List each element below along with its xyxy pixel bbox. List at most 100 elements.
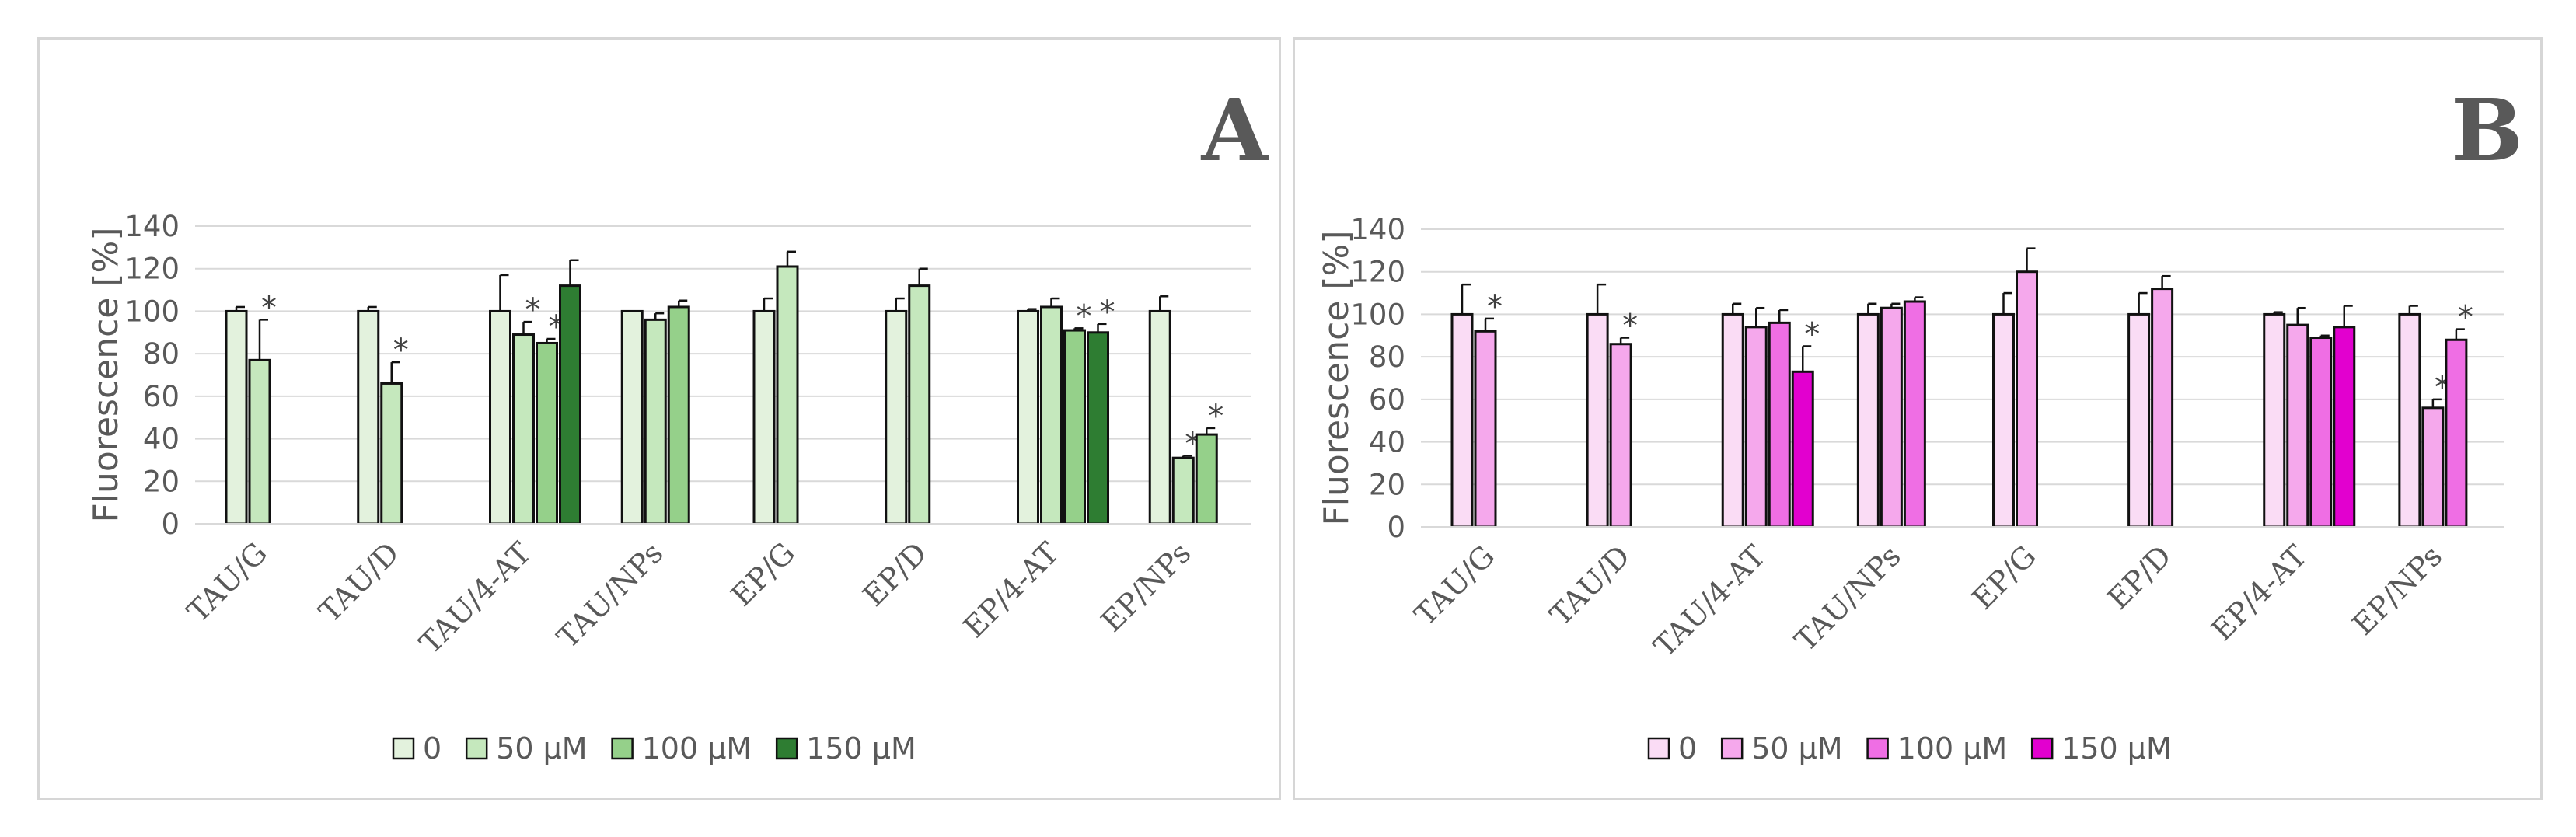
- legend-swatch: [1720, 737, 1744, 760]
- significance-star: *: [1804, 316, 1820, 352]
- bar: [1880, 306, 1903, 528]
- bar: [1450, 312, 1474, 528]
- y-tick-label: 0: [161, 507, 180, 541]
- x-tick-label: EP/G: [1966, 539, 2043, 616]
- x-tick-label: TAU/NPs: [1788, 539, 1907, 657]
- bar: [1474, 330, 1497, 528]
- legend-swatch: [1647, 737, 1670, 760]
- x-tick-label: EP/4-AT: [2204, 539, 2313, 647]
- bar: [644, 318, 667, 525]
- y-tick-label: 20: [1369, 468, 1405, 501]
- y-tick-label: 40: [143, 423, 180, 456]
- x-tick-label: EP/G: [724, 535, 801, 612]
- y-axis-label: Fluorescence [%]: [1317, 231, 1356, 526]
- bar: [667, 305, 690, 525]
- significance-star: *: [1622, 309, 1638, 344]
- bar: [512, 333, 535, 525]
- legend-swatch: [392, 737, 415, 760]
- y-tick-label: 140: [124, 210, 180, 243]
- bar: [1017, 309, 1039, 525]
- bar: [1721, 312, 1744, 528]
- bar: [2286, 323, 2309, 528]
- x-tick-label: EP/NPs: [2346, 539, 2449, 642]
- y-tick-label: 100: [124, 295, 180, 328]
- bar: [2016, 270, 2038, 528]
- y-tick-label: 80: [1369, 340, 1405, 374]
- bar: [1856, 312, 1880, 528]
- bar: [776, 265, 799, 525]
- bar: [2127, 312, 2151, 528]
- bar: [1586, 312, 1609, 528]
- bar: [1087, 331, 1109, 525]
- bar: [1195, 433, 1218, 525]
- legend-swatch: [611, 737, 634, 760]
- bar: [620, 309, 644, 525]
- bar: [2333, 326, 2356, 528]
- bar: [559, 284, 581, 525]
- bar: [1744, 326, 1768, 528]
- legend-label: 150 µM: [806, 731, 916, 766]
- bar: [2445, 338, 2468, 528]
- x-tick-label: EP/D: [2101, 539, 2178, 616]
- chart-panel-b: B 0 20 40 60 80 100 120 140 Fluorescence [%] * * * * *…: [1293, 37, 2543, 800]
- y-tick-label: 60: [143, 380, 180, 413]
- x-tick-label: TAU/4-AT: [1647, 539, 1772, 664]
- bar: [1992, 312, 2015, 528]
- significance-star: *: [261, 290, 277, 326]
- bar: [225, 309, 248, 525]
- x-tick-label: TAU/D: [1543, 539, 1636, 632]
- x-tick-label: EP/4-AT: [957, 535, 1066, 644]
- x-tick-label: TAU/D: [312, 535, 406, 629]
- bar: [1791, 370, 1814, 528]
- significance-star: *: [2458, 300, 2473, 336]
- x-tick-label: EP/D: [857, 535, 934, 612]
- bar: [248, 358, 271, 525]
- bar: [908, 284, 931, 525]
- legend-label: 150 µM: [2061, 731, 2172, 766]
- bar: [752, 309, 776, 525]
- significance-star: *: [393, 333, 409, 368]
- panel-label: B: [2451, 80, 2523, 180]
- x-tick-label: TAU/G: [180, 535, 274, 629]
- significance-star: *: [1100, 295, 1115, 330]
- legend-swatch: [465, 737, 488, 760]
- bar: [1040, 305, 1063, 525]
- y-tick-label: 100: [1350, 298, 1405, 331]
- y-tick-label: 80: [143, 337, 180, 371]
- x-tick-label: EP/NPs: [1094, 535, 1198, 639]
- legend-label: 50 µM: [496, 731, 587, 766]
- bar: [2398, 312, 2421, 528]
- bar: [2263, 312, 2286, 528]
- legend-label: 50 µM: [1751, 731, 1842, 766]
- bar: [1609, 343, 1632, 528]
- panel-label: A: [1201, 80, 1269, 180]
- bar: [1903, 300, 1926, 528]
- y-tick-label: 0: [1387, 511, 1405, 544]
- x-tick-label: TAU/NPs: [550, 535, 669, 654]
- bar: [536, 341, 558, 525]
- significance-star: *: [525, 292, 541, 328]
- y-tick-label: 120: [1350, 256, 1405, 289]
- legend-label: 100 µM: [642, 731, 752, 766]
- legend-label: 0: [423, 731, 442, 766]
- bar: [2309, 337, 2333, 528]
- bar: [489, 309, 511, 525]
- legend-label: 100 µM: [1897, 731, 2008, 766]
- y-tick-label: 40: [1369, 426, 1405, 459]
- chart-panel-a: A 0 20 40 60 80 100 120 140 Fluorescence [%] * * * * *…: [37, 37, 1281, 800]
- legend-label: 0: [1678, 731, 1697, 766]
- significance-star: *: [1487, 289, 1503, 325]
- y-tick-label: 20: [143, 465, 180, 498]
- significance-star: *: [1077, 298, 1092, 334]
- legend-swatch: [1866, 737, 1889, 760]
- x-tick-label: TAU/4-AT: [413, 535, 538, 661]
- y-tick-label: 60: [1369, 383, 1405, 417]
- x-tick-label: TAU/G: [1408, 539, 1501, 632]
- bar: [357, 309, 380, 525]
- bar: [2421, 406, 2445, 528]
- significance-star: *: [1208, 399, 1223, 434]
- bar: [380, 382, 403, 525]
- bar: [885, 309, 908, 525]
